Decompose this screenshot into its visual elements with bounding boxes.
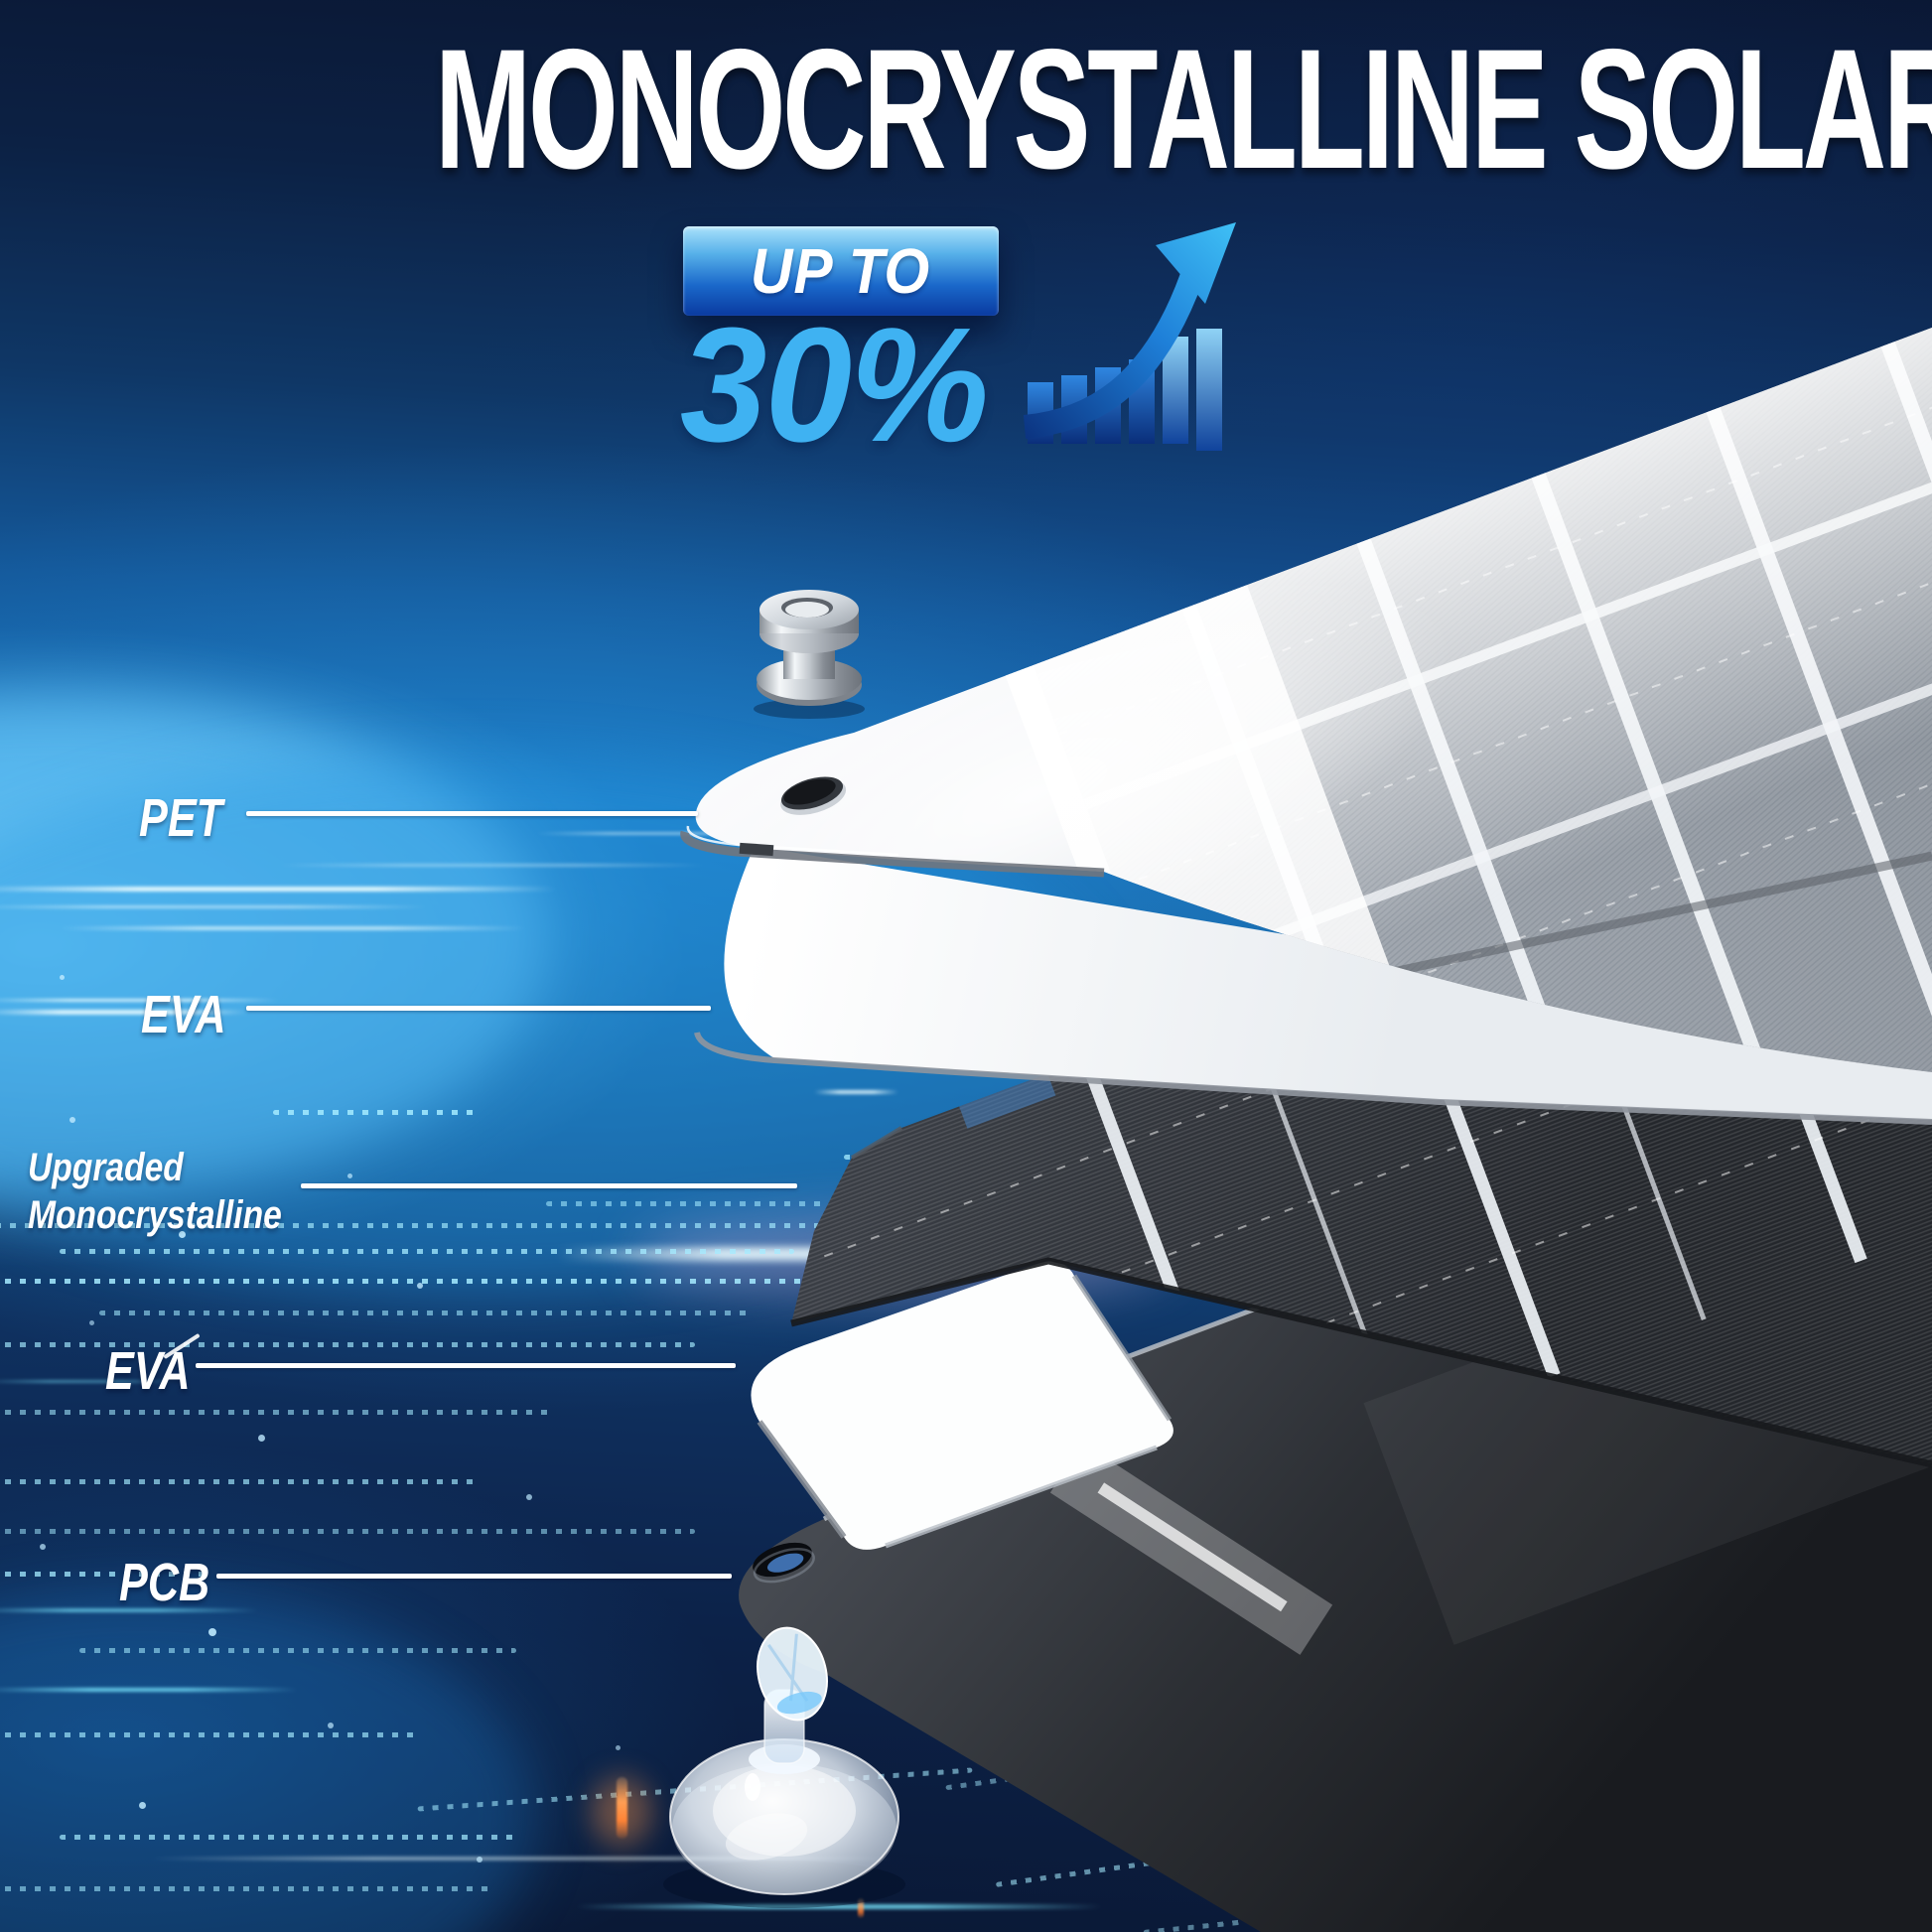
dot-particles: [0, 1410, 556, 1415]
particle-dot: [328, 1723, 334, 1728]
dot-particles: [60, 1835, 516, 1840]
eva-top-leader-line: [246, 1006, 711, 1011]
light-streak: [536, 832, 784, 835]
label-pet: PET: [139, 788, 223, 848]
orange-spark: [858, 1898, 864, 1918]
label-eva-top: EVA: [141, 985, 226, 1044]
light-streak: [0, 1688, 298, 1692]
dot-particles: [0, 1223, 894, 1228]
particle-dot: [40, 1544, 46, 1550]
orange-spark: [617, 1777, 627, 1839]
up-to-label: UP TO: [751, 235, 931, 307]
particle-dot: [139, 1802, 146, 1809]
particle-dot: [208, 1628, 216, 1636]
light-streak: [278, 864, 705, 867]
pet-corner-hole: [780, 776, 847, 815]
particle-dot: [347, 1173, 352, 1178]
dot-particles: [79, 1648, 516, 1653]
light-streak: [0, 1380, 179, 1383]
dot-particles: [0, 1529, 695, 1534]
eva-bottom-leader-line: [196, 1363, 736, 1368]
label-eva-bottom: EVA: [105, 1341, 191, 1401]
particle-dot: [616, 1745, 621, 1750]
particle-dot: [89, 1320, 94, 1325]
pcb-leader-line: [216, 1574, 732, 1579]
particle-dot: [69, 1117, 75, 1123]
light-streak: [576, 1904, 1102, 1909]
pcb-corner-hole: [753, 1542, 815, 1584]
dot-particles: [0, 1342, 695, 1347]
percent-value: 30%: [679, 294, 989, 476]
growth-bars-arrow-icon: [1023, 222, 1236, 451]
dot-particles: [60, 1249, 794, 1254]
label-mono: Upgraded Monocrystalline: [28, 1146, 282, 1237]
particle-dot: [477, 1857, 483, 1863]
page-title: MONOCRYSTALLINE SOLAR CELL: [434, 14, 1932, 205]
orange-spark-glow: [592, 1777, 651, 1847]
light-streak: [60, 926, 526, 930]
dot-particles: [0, 1572, 208, 1577]
particle-dot: [258, 1435, 265, 1442]
mono-leader-line: [301, 1183, 797, 1188]
dot-particles: [0, 1732, 417, 1737]
particle-dot: [417, 1283, 423, 1289]
particle-dot: [60, 975, 65, 980]
dot-particles: [0, 1279, 854, 1284]
light-streak: [0, 1010, 248, 1015]
dot-particles: [273, 1110, 477, 1115]
particle-dot: [179, 1231, 186, 1238]
eva-bottom-layer-shape: [751, 1261, 1173, 1550]
dot-particles: [0, 1886, 496, 1891]
up-to-badge: UP TO: [683, 226, 999, 316]
label-pcb: PCB: [119, 1553, 210, 1612]
light-streak: [0, 905, 427, 908]
dot-particles: [0, 1479, 477, 1484]
light-streak: [0, 887, 556, 892]
pet-leader-line: [246, 811, 698, 816]
light-streak: [0, 1608, 258, 1612]
light-streak: [149, 1857, 894, 1861]
eva-top-layer-shape: [694, 846, 1932, 1125]
light-streak: [0, 999, 278, 1002]
light-streak: [814, 1090, 898, 1094]
metal-rivet: [754, 590, 865, 719]
suction-cup: [663, 1626, 905, 1908]
particle-dot: [526, 1494, 532, 1500]
dot-particles: [99, 1311, 755, 1315]
